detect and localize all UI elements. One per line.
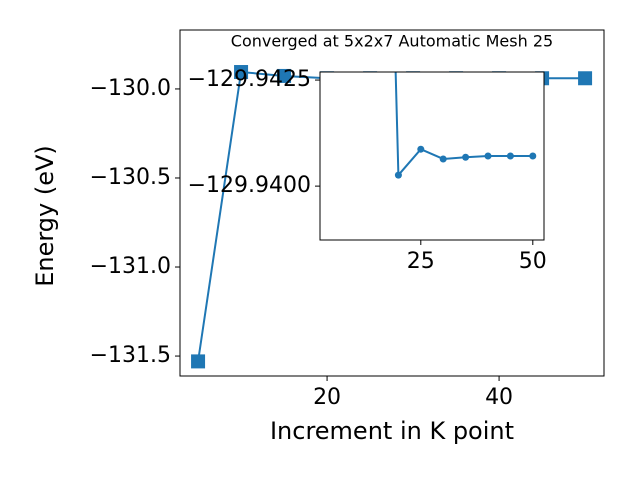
y-tick-label: −129.9425 [188,67,311,92]
axes-frame [319,71,545,241]
marker [529,152,537,160]
marker [191,354,206,369]
x-tick-label: 25 [407,249,435,274]
x-axis-label: Increment in K point [270,417,514,445]
marker [484,152,492,160]
axes-frame [179,29,605,377]
y-axis-label: Energy (eV) [31,145,59,287]
marker [462,153,470,161]
y-tick-label: −129.9400 [188,173,311,198]
y-tick-label: −130.0 [90,76,171,101]
marker [417,145,425,153]
marker [439,155,447,163]
chart-title: Converged at 5x2x7 Automatic Mesh 25 [231,32,553,51]
marker [234,65,249,80]
marker [277,68,292,83]
y-tick-label: −131.5 [90,343,171,368]
plot-area [394,72,537,179]
marker [394,171,402,179]
y-tick-label: −131.0 [90,254,171,279]
x-tick-label: 40 [485,385,513,410]
x-tick-label: 50 [519,249,547,274]
x-tick-label: 20 [313,385,341,410]
y-tick-label: −130.5 [90,165,171,190]
marker [578,71,593,86]
marker [506,152,514,160]
